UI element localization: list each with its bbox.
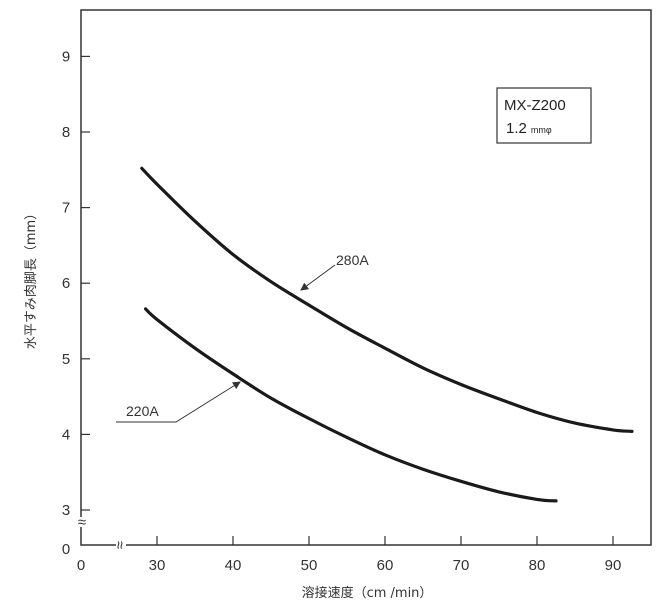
x-axis-break-mark: ≈ [111, 541, 128, 549]
x-tick-label-80: 80 [529, 557, 546, 574]
y-tick-label-9: 9 [62, 48, 70, 65]
x-zero-label: 0 [77, 557, 85, 574]
y-zero-label: 0 [62, 541, 70, 558]
annotation-box-frame [496, 87, 592, 144]
ticks: 3 4 5 6 7 8 9 30 40 50 60 70 80 90 [62, 48, 622, 574]
callout-layer: 280A 220A [116, 252, 369, 423]
callout-leader-220A [116, 381, 241, 423]
y-tick-label-7: 7 [62, 200, 70, 217]
series-line-220A [144, 307, 558, 503]
annotation-box-line1: MX-Z200 [504, 97, 566, 114]
x-tick-label-30: 30 [149, 557, 166, 574]
annotation-box-line2: 1.2 mmφ [506, 120, 552, 137]
annotation-box-unit: mmφ [531, 125, 552, 135]
annotation-box-size: 1.2 [506, 120, 527, 137]
x-tick-label-70: 70 [453, 557, 470, 574]
x-tick-label-60: 60 [377, 557, 394, 574]
y-tick-label-8: 8 [62, 124, 70, 141]
series-label-280A: 280A [336, 252, 369, 268]
series-layer [140, 166, 634, 503]
y-tick-label-4: 4 [62, 426, 70, 443]
series-label-220A: 220A [126, 403, 159, 419]
x-tick-label-40: 40 [225, 557, 242, 574]
annotation-box: MX-Z200 1.2 mmφ [496, 87, 592, 144]
x-axis-title: 溶接速度（cm /min） [302, 585, 433, 601]
y-tick-label-6: 6 [62, 275, 70, 292]
y-tick-label-5: 5 [62, 351, 70, 368]
x-axis-break-gap [116, 538, 126, 552]
y-tick-label-3: 3 [62, 502, 70, 519]
y-axis-break-gap [75, 517, 89, 527]
y-axis-title: 水平すみ肉脚長（mm） [23, 207, 39, 349]
x-tick-label-50: 50 [301, 557, 318, 574]
plot-frame [80, 9, 652, 546]
series-line-280A [140, 166, 634, 433]
callout-leader-280A [300, 264, 336, 291]
x-tick-label-90: 90 [605, 557, 622, 574]
y-axis-break-mark: ≈ [78, 514, 86, 531]
